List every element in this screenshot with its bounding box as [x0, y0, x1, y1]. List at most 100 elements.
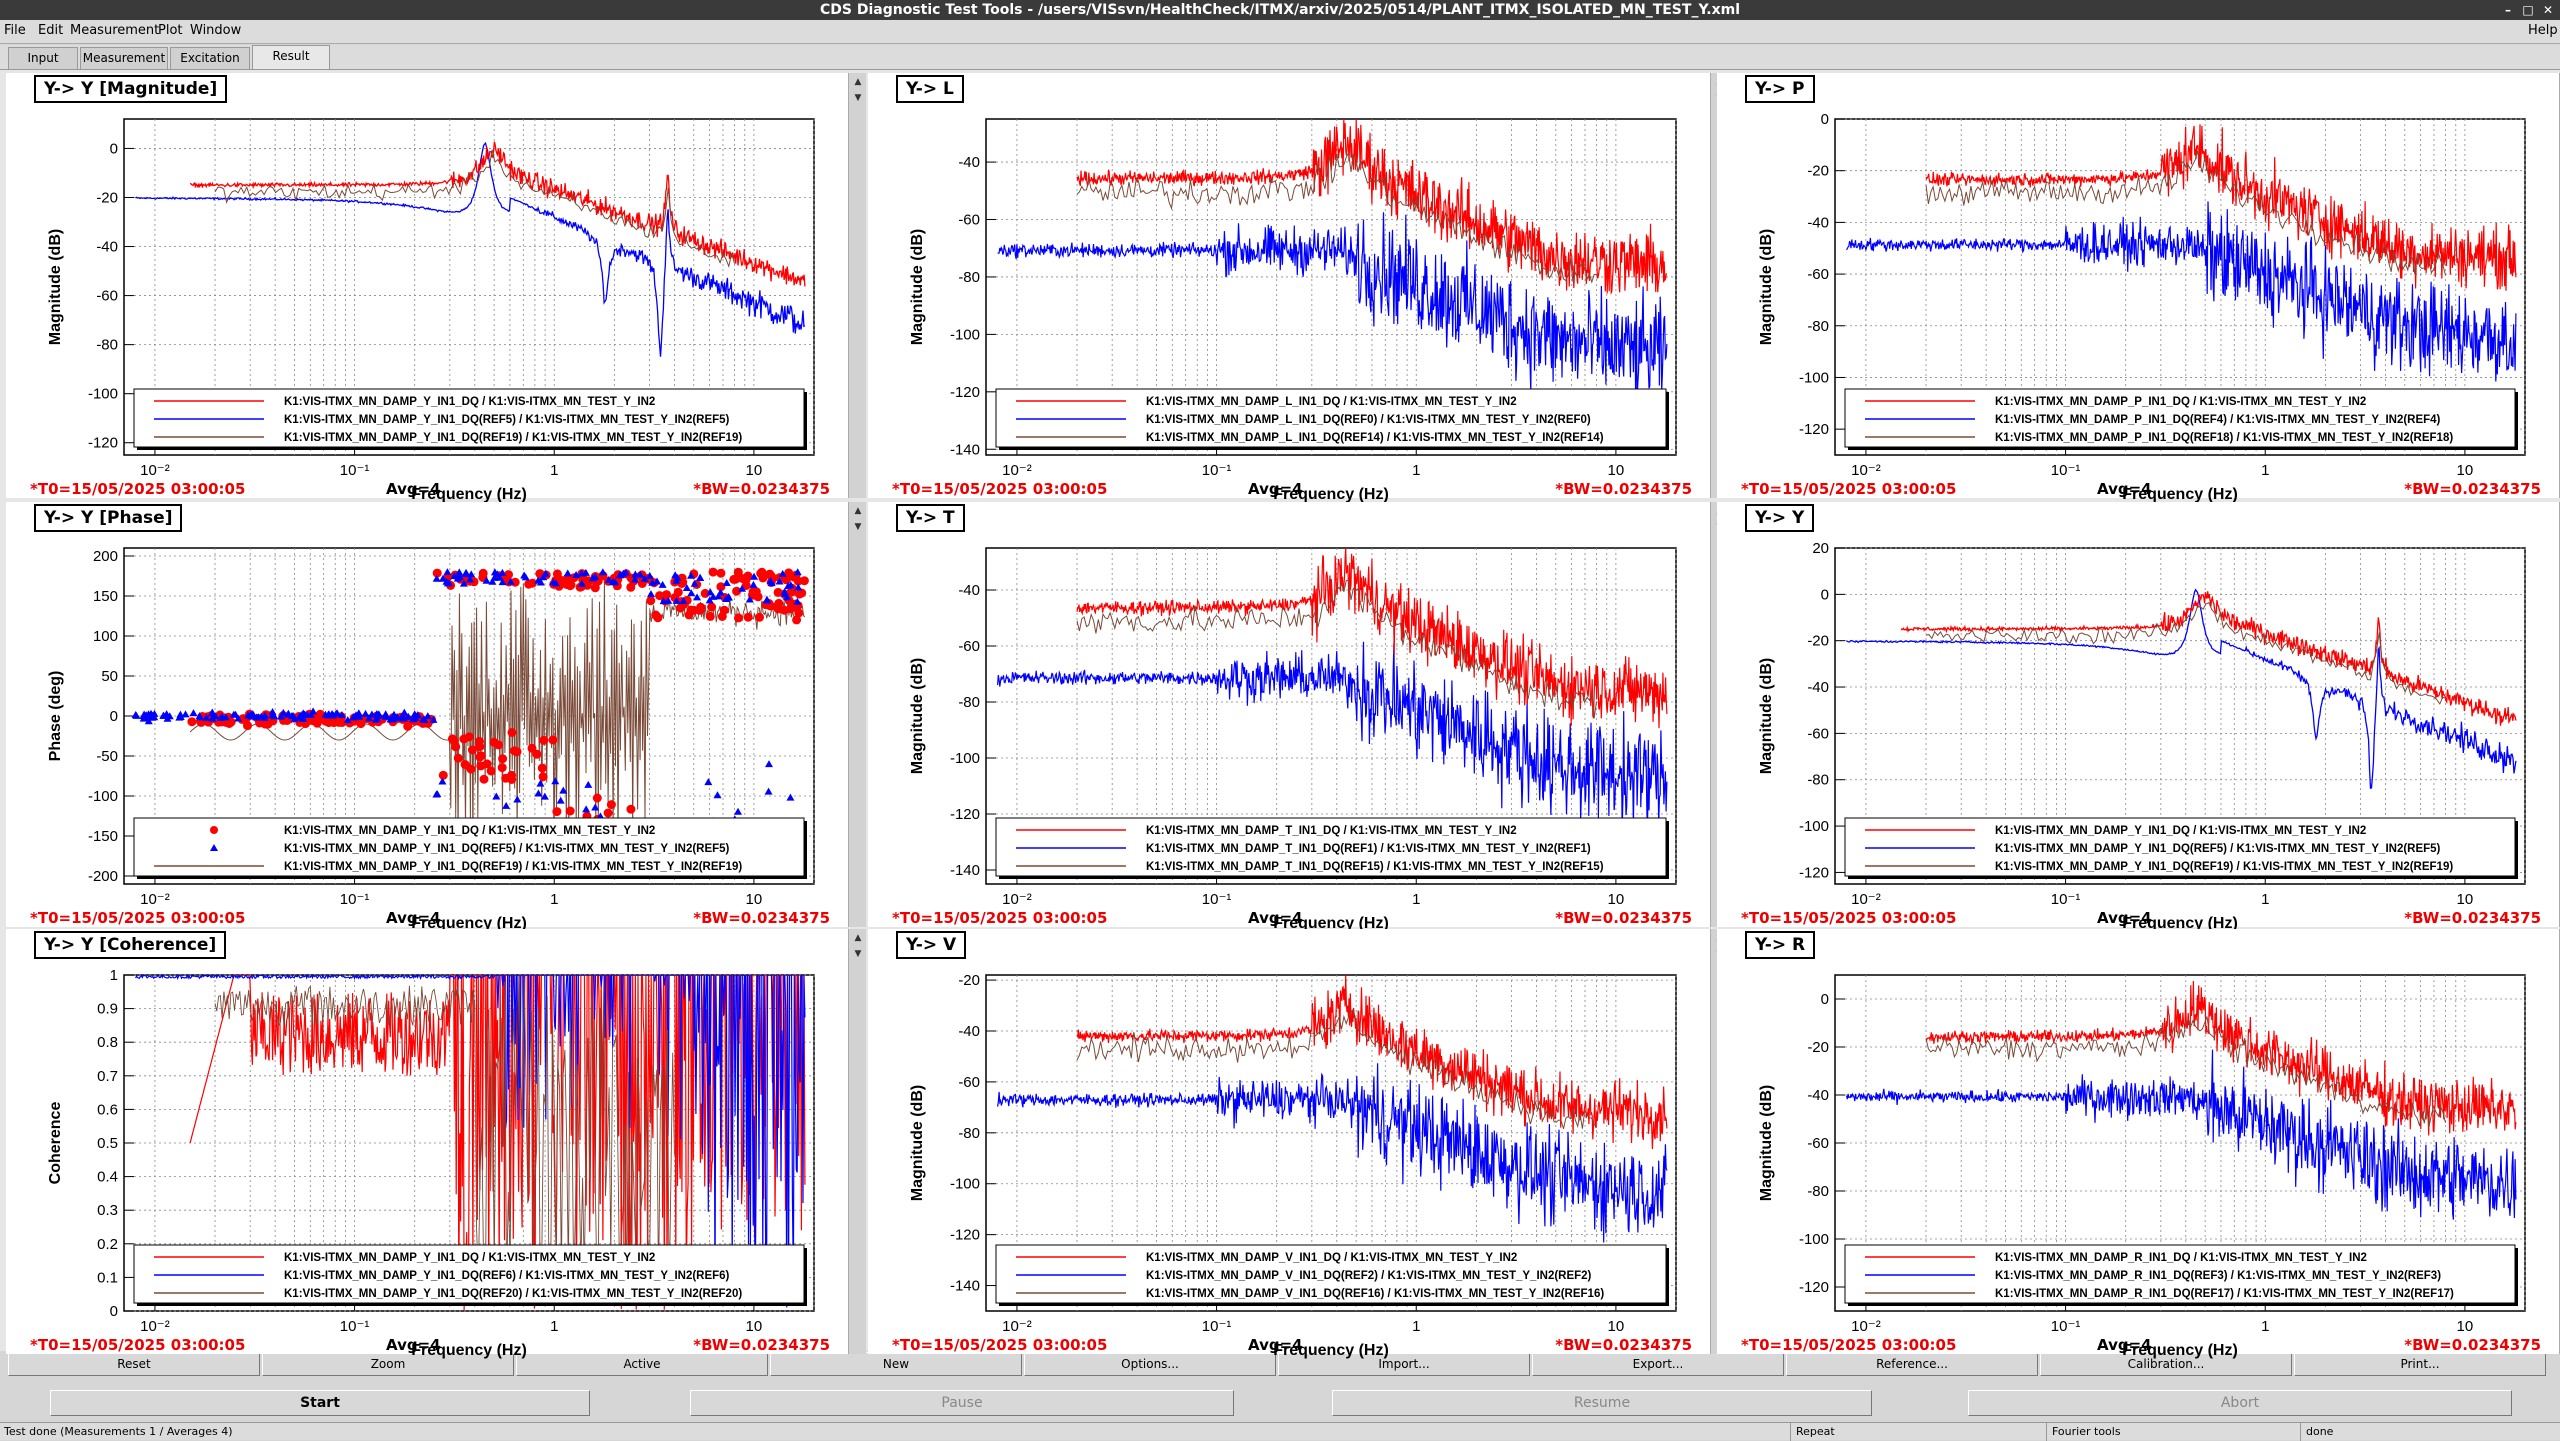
plot-panel-0[interactable]: Y-> Y [Magnitude] 0 -20 -40 -60 -80 -100 -120 10… [6, 73, 848, 503]
plot-panel-7[interactable]: Y-> V -20 -40 -60 -80 -100 -120 -140 10⁻² 10⁻¹ 1 10… [868, 929, 1710, 1359]
x-tick-label: 10⁻¹ [1202, 891, 1232, 908]
btn-calibration[interactable]: Calibration... [2040, 1352, 2292, 1376]
plot-panel-3[interactable]: Y-> Y [Phase] 200 150 100 50 0 -50 -100 -150 -200… [6, 502, 848, 932]
plot-canvas[interactable]: 0 -20 -40 -60 -80 -100 -120 10⁻² 10⁻¹ 1 10 Frequenc… [1717, 929, 2559, 1359]
plot-panel-1[interactable]: Y-> L -40 -60 -80 -100 -120 -140 10⁻² 10⁻¹ 1 10 Fre… [868, 73, 1710, 503]
series-ref [131, 568, 803, 847]
bw-label: *BW=0.0234375 [1555, 1336, 1692, 1354]
scroll-up-icon[interactable]: ▲ [854, 933, 862, 943]
plot-title-text: Y-> Y [Magnitude] [34, 75, 228, 103]
plot-canvas[interactable]: -40 -60 -80 -100 -120 -140 10⁻² 10⁻¹ 1 10 Frequenc… [868, 73, 1710, 503]
tab-measurement[interactable]: Measurement [80, 47, 168, 69]
bw-label: *BW=0.0234375 [1555, 480, 1692, 498]
menu-help[interactable]: Help [2528, 23, 2558, 38]
menu-plot[interactable]: Plot [158, 23, 183, 38]
close-icon[interactable]: ✕ [2542, 3, 2554, 17]
y-tick-label: -100 [1799, 818, 1829, 835]
y-tick-label: -120 [88, 435, 118, 452]
y-tick-label: -80 [1807, 318, 1829, 335]
btn-export[interactable]: Export... [1532, 1352, 1784, 1376]
x-tick-label: 10⁻² [1851, 1318, 1881, 1335]
menu-measurement[interactable]: Measurement [70, 23, 160, 38]
resume-button[interactable]: Resume [1332, 1390, 1872, 1416]
scroll-down-icon[interactable]: ▼ [854, 949, 862, 959]
plot-canvas[interactable]: 20 0 -20 -40 -60 -80 -100 -120 10⁻² 10⁻¹ 1 10 Freque… [1717, 502, 2559, 932]
series-ref2 [214, 149, 735, 269]
legend: K1:VIS-ITMX_MN_DAMP_R_IN1_DQ / K1:VIS-IT… [1844, 1244, 2518, 1306]
plot-traces [1846, 124, 2517, 382]
y-tick-label: 0.5 [97, 1135, 118, 1152]
btn-reference[interactable]: Reference... [1786, 1352, 2038, 1376]
plot-panel-8[interactable]: Y-> R 0 -20 -40 -60 -80 -100 -120 10⁻² 10⁻¹ 1 10 Fre… [1717, 929, 2559, 1359]
legend: K1:VIS-ITMX_MN_DAMP_Y_IN1_DQ / K1:VIS-IT… [133, 817, 807, 879]
panel-scrollbar[interactable]: ▲▼ [848, 73, 866, 498]
legend-entry: K1:VIS-ITMX_MN_DAMP_Y_IN1_DQ(REF19) / K1… [1995, 861, 2453, 873]
y-tick-label: -60 [958, 212, 980, 229]
y-tick-label: -40 [96, 239, 118, 256]
plot-title: Y-> P [1745, 75, 1945, 107]
y-tick-label: 0.4 [97, 1169, 118, 1186]
panel-scrollbar[interactable]: ▲▼ [848, 929, 866, 1354]
legend-entry: K1:VIS-ITMX_MN_DAMP_T_IN1_DQ / K1:VIS-IT… [1146, 825, 1517, 837]
window-title-bar: CDS Diagnostic Test Tools - /users/VISsv… [0, 0, 2560, 20]
btn-reset[interactable]: Reset [8, 1352, 260, 1376]
y-tick-label: -40 [1807, 1087, 1829, 1104]
bw-label: *BW=0.0234375 [1555, 909, 1692, 927]
scroll-up-icon[interactable]: ▲ [854, 506, 862, 516]
abort-button[interactable]: Abort [1968, 1390, 2512, 1416]
menu-file[interactable]: File [4, 23, 26, 38]
btn-zoom[interactable]: Zoom [262, 1352, 514, 1376]
legend-entry: K1:VIS-ITMX_MN_DAMP_Y_IN1_DQ(REF5) / K1:… [284, 843, 730, 855]
plot-panel-6[interactable]: Y-> Y [Coherence] 1 0.9 0.8 0.7 0.6 0.5 0.4 0.3 0… [6, 929, 848, 1359]
plot-canvas[interactable]: 1 0.9 0.8 0.7 0.6 0.5 0.4 0.3 0.2 0.1 0 10⁻² 10⁻¹ 1 10… [6, 929, 848, 1359]
plot-canvas[interactable]: -40 -60 -80 -100 -120 -140 10⁻² 10⁻¹ 1 10 Frequenc… [868, 502, 1710, 932]
plot-canvas[interactable]: 0 -20 -40 -60 -80 -100 -120 10⁻² 10⁻¹ 1 10 Frequenc… [6, 73, 848, 503]
btn-new[interactable]: New [770, 1352, 1022, 1376]
menu-edit[interactable]: Edit [38, 23, 64, 38]
y-tick-label: -200 [88, 868, 118, 885]
status-repeat: Repeat [1796, 1425, 1835, 1438]
btn-import[interactable]: Import... [1278, 1352, 1530, 1376]
y-tick-label: -100 [1799, 1231, 1829, 1248]
scroll-down-icon[interactable]: ▼ [854, 522, 862, 532]
legend-entry: K1:VIS-ITMX_MN_DAMP_L_IN1_DQ(REF0) / K1:… [1146, 414, 1591, 426]
plot-canvas[interactable]: 200 150 100 50 0 -50 -100 -150 -200 10⁻² 10⁻¹ 1 10 Fr… [6, 502, 848, 932]
tab-input[interactable]: Input [8, 47, 78, 69]
pause-button[interactable]: Pause [690, 1390, 1234, 1416]
maximize-icon[interactable]: □ [2522, 3, 2534, 17]
start-button[interactable]: Start [50, 1390, 590, 1416]
x-tick-label: 10 [1608, 891, 1625, 908]
x-tick-label: 10⁻² [140, 1318, 170, 1335]
x-tick-label: 10⁻² [1002, 891, 1032, 908]
series-ref2 [1076, 1008, 1597, 1130]
menu-window[interactable]: Window [190, 23, 242, 38]
avg-label: Avg=4 [386, 909, 441, 927]
legend-entry: K1:VIS-ITMX_MN_DAMP_T_IN1_DQ(REF15) / K1… [1146, 861, 1604, 873]
bw-label: *BW=0.0234375 [693, 1336, 830, 1354]
tab-result[interactable]: Result [252, 45, 330, 69]
t0-label: *T0=15/05/2025 03:00:05 [1741, 1336, 1957, 1354]
panel-scrollbar[interactable]: ▲▼ [848, 502, 866, 927]
avg-label: Avg=4 [386, 1336, 441, 1354]
x-tick-label: 1 [1412, 1318, 1420, 1335]
minimize-icon[interactable]: – [2505, 3, 2511, 17]
scroll-down-icon[interactable]: ▼ [854, 93, 862, 103]
plot-canvas[interactable]: -20 -40 -60 -80 -100 -120 -140 10⁻² 10⁻¹ 1 10 Frequ… [868, 929, 1710, 1359]
legend-marker [210, 826, 218, 834]
scroll-up-icon[interactable]: ▲ [854, 77, 862, 87]
legend-entry: K1:VIS-ITMX_MN_DAMP_V_IN1_DQ(REF16) / K1… [1146, 1288, 1604, 1300]
tab-excitation[interactable]: Excitation [170, 47, 250, 69]
plot-panel-5[interactable]: Y-> Y 20 0 -20 -40 -60 -80 -100 -120 10⁻² 10⁻¹ 1 10 F… [1717, 502, 2559, 932]
x-axis-label: Frequency (Hz) [2122, 486, 2238, 503]
legend-entry: K1:VIS-ITMX_MN_DAMP_Y_IN1_DQ(REF20) / K1… [284, 1288, 742, 1300]
x-axis-label: Frequency (Hz) [2122, 915, 2238, 932]
x-tick-label: 10⁻¹ [2051, 462, 2081, 479]
plot-panel-2[interactable]: Y-> P 0 -20 -40 -60 -80 -100 -120 10⁻² 10⁻¹ 1 10 Fre… [1717, 73, 2559, 503]
plot-panel-4[interactable]: Y-> T -40 -60 -80 -100 -120 -140 10⁻² 10⁻¹ 1 10 Fre… [868, 502, 1710, 932]
legend-entry: K1:VIS-ITMX_MN_DAMP_R_IN1_DQ(REF3) / K1:… [1995, 1270, 2441, 1282]
series-current [189, 141, 806, 287]
btn-print[interactable]: Print... [2294, 1352, 2546, 1376]
plot-canvas[interactable]: 0 -20 -40 -60 -80 -100 -120 10⁻² 10⁻¹ 1 10 Frequenc… [1717, 73, 2559, 503]
series-ref [1846, 588, 2517, 790]
plot-title: Y-> R [1745, 931, 1945, 963]
